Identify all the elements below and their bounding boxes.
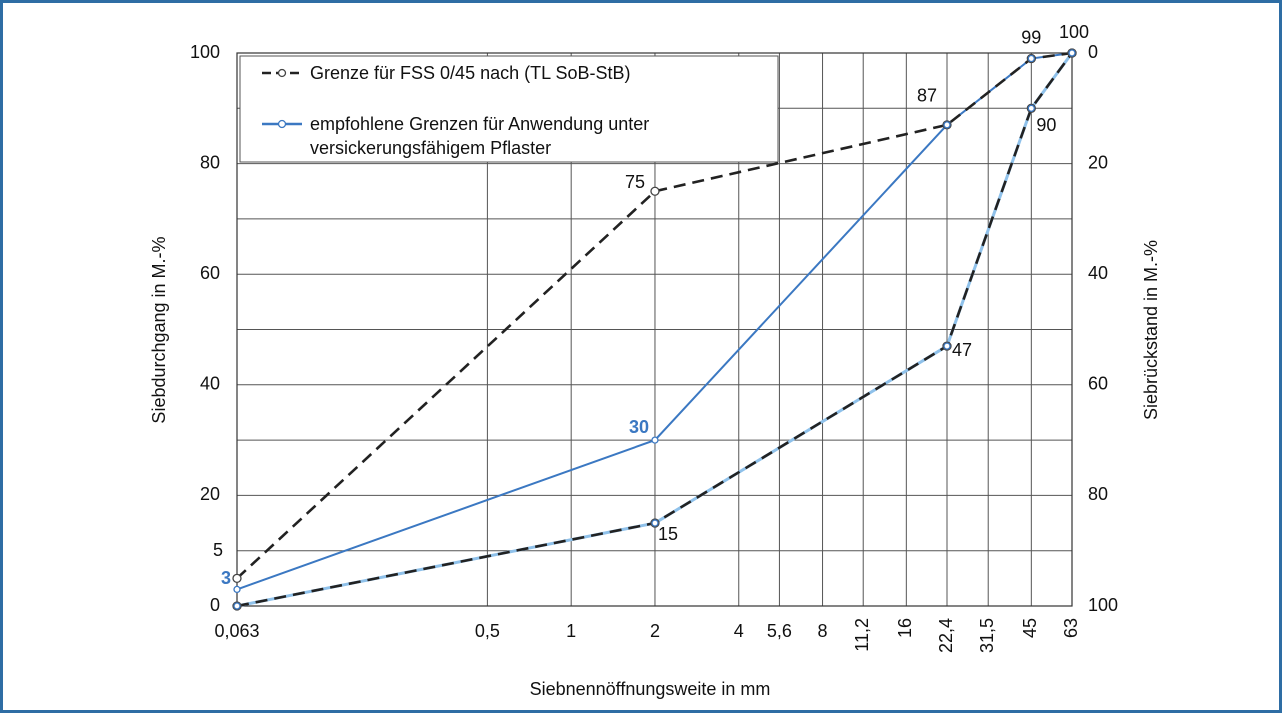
point [943,121,951,129]
data-label: 47 [952,340,972,360]
legend-marker [277,68,287,78]
point [233,585,241,594]
point [651,519,659,527]
y2-tick-label: 100 [1088,595,1118,615]
x-tick-label: 31,5 [977,618,997,653]
data-label: 90 [1036,115,1056,135]
x-tick-label: 16 [895,618,915,638]
point [232,573,242,583]
x-tick-label: 4 [734,621,744,641]
x-tick-label: 2 [650,621,660,641]
data-label: 15 [658,524,678,544]
y2-tick-label: 0 [1088,42,1098,62]
data-label: 87 [917,86,937,106]
y2-tick-label: 80 [1088,484,1108,504]
x-tick-label: 0,5 [475,621,500,641]
y2-tick-label: 20 [1088,152,1108,172]
y-tick-label: 80 [200,152,220,172]
x-tick-label: 11,2 [852,618,872,652]
x-tick-label: 22,4 [936,618,956,653]
y-axis-title: Siebdurchgang in M.-% [149,236,169,423]
data-label: 100 [1059,22,1089,42]
point [233,602,241,610]
point [1068,49,1076,57]
data-label: 5 [213,540,223,560]
x-axis-title: Siebnennöffnungsweite in mm [530,679,771,699]
y2-tick-label: 60 [1088,374,1108,394]
data-label: 30 [629,417,649,437]
legend [239,55,779,163]
plot-border [236,52,1073,607]
x-tick-label: 1 [566,621,576,641]
data-label: 99 [1021,27,1041,47]
y-tick-label: 60 [200,263,220,283]
legend-marker [277,119,287,129]
y-tick-label: 100 [190,42,220,62]
point [943,342,951,350]
legend-label: Grenze für FSS 0/45 nach (TL SoB-StB) [310,63,631,83]
data-label: 3 [221,568,231,588]
point [650,186,660,196]
y2-axis-title: Siebrückstand in M.-% [1141,240,1161,420]
x-tick-label: 0,063 [214,621,259,641]
y-tick-label: 0 [210,595,220,615]
point [651,436,659,444]
x-tick-label: 63 [1061,618,1081,638]
series-line [236,51,1073,580]
y-tick-label: 40 [200,374,220,394]
y2-tick-label: 40 [1088,263,1108,283]
point [1027,54,1035,63]
x-tick-label: 8 [818,621,828,641]
y-tick-label: 20 [200,484,220,504]
legend-label: empfohlene Grenzen für Anwendung unter v… [310,114,650,158]
x-tick-label: 5,6 [767,621,792,641]
data-label: 75 [625,172,645,192]
x-tick-label: 45 [1020,618,1040,638]
point [1027,104,1035,112]
